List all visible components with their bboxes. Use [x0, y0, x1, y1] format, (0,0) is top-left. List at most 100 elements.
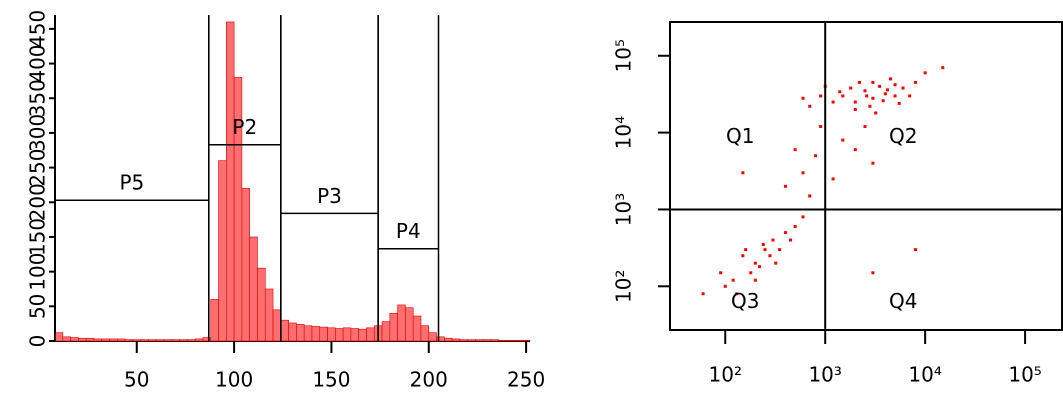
- histogram-bar: [412, 315, 422, 342]
- x-tick-label: 200: [410, 368, 448, 392]
- point: [871, 161, 875, 165]
- x-tick-label: 50: [124, 368, 149, 392]
- histogram-bar: [109, 338, 118, 342]
- histogram-bar: [521, 340, 531, 342]
- point: [741, 171, 745, 175]
- point: [774, 261, 778, 265]
- point: [793, 148, 797, 152]
- point: [819, 94, 823, 98]
- point: [831, 177, 835, 181]
- histogram-bar: [506, 340, 515, 342]
- point: [883, 92, 887, 96]
- histogram-bar: [264, 288, 274, 342]
- point: [778, 248, 782, 252]
- point: [801, 96, 805, 100]
- histogram-bar: [171, 339, 180, 342]
- histogram-bar: [249, 236, 258, 342]
- point: [753, 261, 757, 265]
- y-tick-label: 10⁴: [612, 116, 636, 149]
- point: [831, 100, 835, 104]
- point: [871, 80, 875, 84]
- y-tick-label: 350: [26, 79, 50, 117]
- histogram-bar: [62, 336, 71, 342]
- histogram-bar: [350, 328, 359, 342]
- histogram-bar: [218, 160, 227, 342]
- histogram-bar: [327, 327, 336, 342]
- point: [871, 96, 875, 100]
- y-tick-label: 450: [26, 10, 50, 48]
- histogram-bar: [140, 339, 149, 342]
- histogram-bar: [405, 307, 414, 342]
- point: [865, 94, 869, 98]
- point: [735, 292, 739, 296]
- x-tick-label: 10³: [808, 363, 841, 387]
- histogram-bar: [78, 337, 87, 342]
- histogram-bar: [241, 188, 250, 342]
- point: [819, 125, 823, 129]
- point: [857, 80, 861, 84]
- point: [885, 88, 889, 92]
- x-tick-label: 150: [312, 368, 350, 392]
- histogram-bar: [459, 339, 469, 342]
- x-tick-label: 10²: [709, 363, 742, 387]
- point: [881, 99, 885, 103]
- point: [841, 138, 845, 142]
- histogram-bar: [155, 339, 165, 342]
- point: [768, 254, 772, 258]
- histogram-bar: [428, 332, 437, 342]
- point: [923, 71, 927, 75]
- point: [897, 101, 901, 105]
- point: [731, 278, 735, 282]
- point: [801, 215, 805, 219]
- histogram-bar: [116, 338, 126, 342]
- histogram-bar: [366, 327, 375, 342]
- point: [793, 225, 797, 229]
- histogram-bar: [288, 322, 297, 342]
- point: [853, 100, 857, 104]
- x-tick-label: 100: [215, 368, 253, 392]
- histogram-bar: [187, 339, 196, 342]
- quadrant-label: Q1: [726, 124, 754, 148]
- histogram-bar: [148, 339, 157, 342]
- point: [838, 90, 842, 94]
- histogram-bar: [132, 339, 141, 342]
- y-tick-label: 0: [26, 335, 50, 348]
- histogram-bar: [335, 328, 344, 342]
- point: [853, 148, 857, 152]
- point: [808, 194, 812, 198]
- histogram-bar: [70, 337, 79, 342]
- histogram-bar: [93, 338, 103, 342]
- point: [814, 154, 818, 158]
- histogram-bar: [381, 321, 391, 342]
- point: [849, 86, 853, 90]
- y-tick-label: 100: [26, 253, 50, 291]
- point: [761, 242, 765, 246]
- histogram-bar: [436, 336, 445, 342]
- point: [868, 104, 872, 108]
- histogram-bar: [124, 339, 134, 342]
- y-tick-label: 250: [26, 149, 50, 187]
- y-tick-label: 10⁵: [612, 39, 636, 72]
- point: [901, 86, 905, 90]
- plot-frame: [669, 21, 1063, 331]
- y-tick-label: 10²: [612, 270, 636, 303]
- point: [863, 125, 867, 129]
- x-tick-label: 10⁵: [1008, 363, 1041, 387]
- histogram-bar: [514, 340, 523, 342]
- histogram-bar: [210, 299, 219, 342]
- histogram-bar: [498, 340, 507, 342]
- point: [801, 171, 805, 175]
- gate-label: P4: [396, 219, 421, 243]
- point: [723, 284, 727, 288]
- x-tick-label: 10⁴: [908, 363, 941, 387]
- point: [863, 89, 867, 93]
- quadrant-label: Q3: [731, 289, 759, 313]
- point: [753, 278, 757, 282]
- histogram-bar: [319, 326, 328, 342]
- point: [783, 184, 787, 188]
- point: [763, 248, 767, 252]
- point: [893, 83, 897, 87]
- gate-label: P5: [119, 171, 144, 195]
- point: [888, 77, 892, 81]
- histogram-bar: [311, 326, 321, 342]
